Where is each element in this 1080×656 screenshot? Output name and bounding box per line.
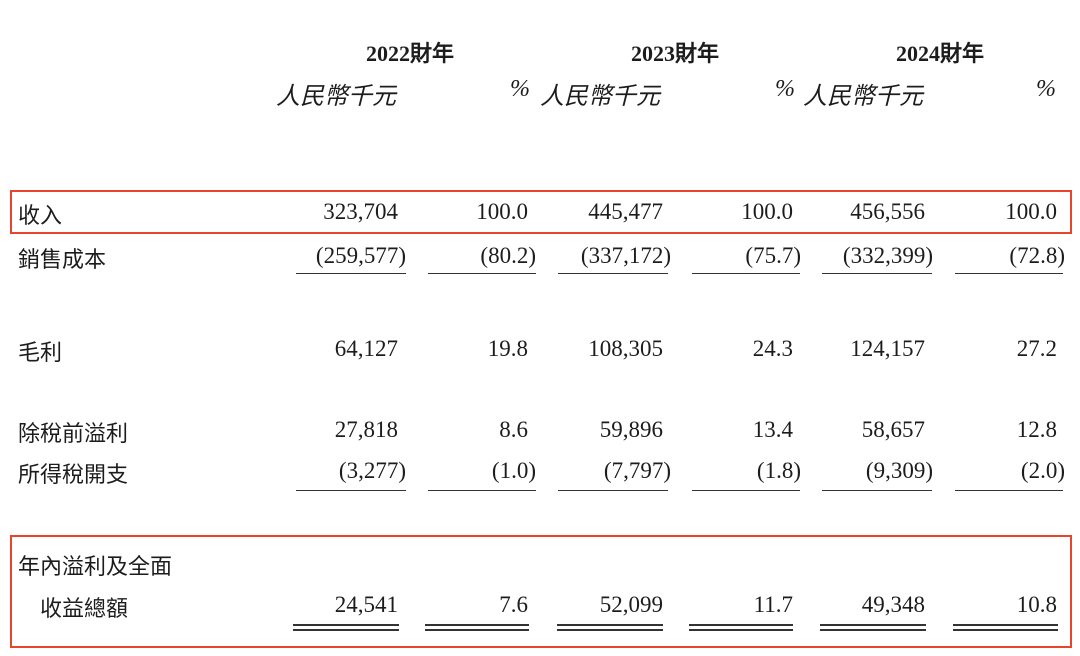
revenue-2023-pct: 100.0 (741, 199, 793, 224)
highlight-box-total-comprehensive-income (10, 535, 1072, 648)
profit-before-tax-2022-pct: 8.6 (499, 417, 528, 442)
row-label-revenue: 收入 (18, 204, 63, 229)
total-double-rule (425, 624, 529, 631)
income-tax-2024-pct: (2.0) (1020, 458, 1065, 483)
subtotal-rule (822, 490, 932, 491)
cost-of-sales-2024-amount: (332,399) (842, 243, 933, 268)
total-double-rule (820, 624, 926, 631)
subtotal-rule (692, 273, 800, 274)
cost-of-sales-2023-amount: (337,172) (580, 243, 671, 268)
revenue-2024-amount: 456,556 (850, 199, 925, 224)
row-label-cost-of-sales: 銷售成本 (18, 248, 107, 273)
subtotal-rule (955, 273, 1063, 274)
revenue-2022-pct: 100.0 (476, 199, 528, 224)
year-header-2024: 2024財年 (895, 41, 984, 66)
profit-before-tax-2024-amount: 58,657 (861, 417, 925, 442)
total-double-rule (557, 624, 663, 631)
row-label-profit-before-tax: 除稅前溢利 (18, 422, 129, 447)
revenue-2023-amount: 445,477 (588, 199, 663, 224)
revenue-2022-amount: 323,704 (323, 199, 398, 224)
unit-rmb-2022: 人民幣千元 (276, 84, 396, 110)
profit-before-tax-2024-pct: 12.8 (1016, 417, 1057, 442)
year-header-2023: 2023財年 (630, 41, 719, 66)
total-income-2023-pct: 11.7 (753, 592, 793, 617)
income-tax-2023-amount: (7,797) (603, 458, 671, 483)
unit-rmb-2023: 人民幣千元 (540, 84, 660, 110)
total-income-2024-amount: 49,348 (861, 592, 925, 617)
unit-pct-2022: % (510, 76, 530, 102)
gross-profit-2022-amount: 64,127 (334, 336, 398, 361)
subtotal-rule (955, 490, 1063, 491)
row-label-total-comprehensive-income-line2: 收益總額 (40, 597, 129, 622)
unit-pct-2023: % (775, 76, 795, 102)
cost-of-sales-2022-pct: (80.2) (480, 243, 536, 268)
total-double-rule (953, 624, 1058, 631)
cost-of-sales-2022-amount: (259,577) (315, 243, 406, 268)
subtotal-rule (822, 273, 932, 274)
year-header-2022: 2022財年 (365, 41, 454, 66)
subtotal-rule (558, 273, 668, 274)
gross-profit-2023-pct: 24.3 (752, 336, 793, 361)
row-label-gross-profit: 毛利 (18, 341, 63, 366)
unit-rmb-2024: 人民幣千元 (803, 84, 923, 110)
unit-pct-2024: % (1036, 76, 1056, 102)
profit-before-tax-2022-amount: 27,818 (334, 417, 398, 442)
gross-profit-2024-pct: 27.2 (1016, 336, 1057, 361)
total-double-rule (689, 624, 793, 631)
income-tax-2022-amount: (3,277) (338, 458, 406, 483)
total-income-2023-amount: 52,099 (599, 592, 663, 617)
total-double-rule (293, 624, 399, 631)
subtotal-rule (296, 273, 406, 274)
profit-before-tax-2023-amount: 59,896 (599, 417, 663, 442)
total-income-2022-amount: 24,541 (334, 592, 398, 617)
cost-of-sales-2023-pct: (75.7) (745, 243, 801, 268)
income-tax-2022-pct: (1.0) (491, 458, 536, 483)
row-label-total-comprehensive-income-line1: 年內溢利及全面 (18, 555, 173, 580)
revenue-2024-pct: 100.0 (1005, 199, 1057, 224)
highlight-box-revenue (10, 190, 1072, 234)
subtotal-rule (296, 490, 406, 491)
gross-profit-2024-amount: 124,157 (850, 336, 925, 361)
total-income-2024-pct: 10.8 (1016, 592, 1057, 617)
total-income-2022-pct: 7.6 (499, 592, 528, 617)
gross-profit-2023-amount: 108,305 (588, 336, 663, 361)
gross-profit-2022-pct: 19.8 (487, 336, 528, 361)
income-tax-2024-amount: (9,309) (865, 458, 933, 483)
subtotal-rule (428, 490, 536, 491)
cost-of-sales-2024-pct: (72.8) (1009, 243, 1065, 268)
profit-before-tax-2023-pct: 13.4 (752, 417, 793, 442)
subtotal-rule (692, 490, 800, 491)
subtotal-rule (428, 273, 536, 274)
income-tax-2023-pct: (1.8) (756, 458, 801, 483)
row-label-income-tax-expense: 所得稅開支 (18, 463, 129, 488)
subtotal-rule (558, 490, 668, 491)
